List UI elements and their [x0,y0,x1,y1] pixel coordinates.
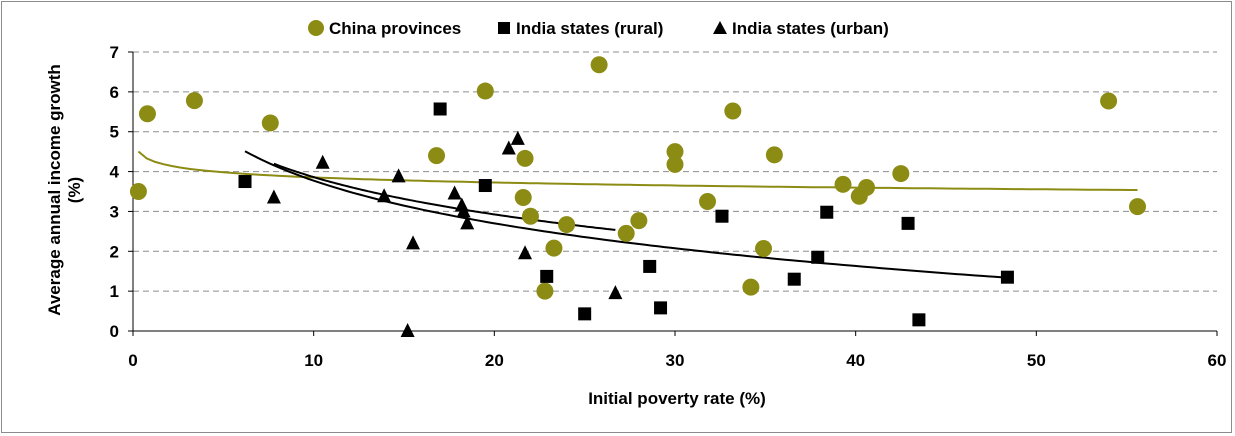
y-axis-title: Average annual income growth (%) [45,64,84,316]
point-series0-20 [755,239,773,257]
x-tick-label-60: 60 [1208,351,1227,370]
point-series2-9 [460,215,475,230]
y-tick-label-3: 3 [110,202,119,221]
point-series1-1 [433,102,447,116]
point-series0-19 [742,278,760,296]
axes [128,51,1218,336]
point-series1-7 [715,209,729,223]
point-series0-8 [521,207,539,225]
point-series1-6 [654,301,668,315]
legend: China provinces India states (rural) Ind… [308,19,889,38]
point-series0-7 [514,188,532,206]
y-axis-title-line-2: (%) [65,177,84,203]
legend-marker-china-provinces [308,20,324,36]
point-series2-3 [391,168,406,183]
x-tick-label-40: 40 [846,351,865,370]
point-series0-12 [590,56,608,74]
point-series0-27 [1129,198,1147,216]
point-series0-16 [666,155,684,173]
y-tick-label-6: 6 [110,83,119,102]
legend-label-india-rural: India states (rural) [516,19,663,38]
point-series2-0 [266,189,281,204]
point-series2-6 [447,185,462,200]
point-series2-8 [456,203,471,218]
point-series1-2 [478,179,492,193]
point-series0-17 [699,192,717,210]
x-tick-label-20: 20 [485,351,504,370]
point-series1-9 [811,250,825,264]
legend-label-china-provinces: China provinces [329,19,461,38]
point-series1-0 [238,175,252,189]
point-series2-2 [377,188,392,203]
trendline-1 [244,150,1008,279]
point-series0-2 [185,92,203,110]
y-tick-label-0: 0 [110,322,119,341]
y-axis-title-line-1: Average annual income growth [45,64,64,316]
point-series2-1 [315,154,330,169]
point-series0-4 [428,147,446,165]
point-series1-11 [901,216,915,230]
point-series0-3 [261,114,279,132]
point-series2-5 [406,235,421,250]
point-series0-21 [765,146,783,164]
x-tick-label-30: 30 [666,351,685,370]
point-series0-25 [892,165,910,183]
gridlines [133,51,1217,292]
point-series1-10 [820,205,834,219]
y-tick-label-1: 1 [110,282,119,301]
point-series1-12 [912,313,926,327]
point-series1-13 [1000,270,1014,284]
point-series0-26 [1100,92,1118,110]
point-series0-5 [476,82,494,100]
point-series2-10 [501,140,516,155]
y-tick-labels: 0 1 2 3 4 5 6 7 [110,43,120,341]
point-series1-3 [540,269,554,283]
point-series0-22 [834,175,852,193]
point-series0-10 [545,239,563,257]
point-series0-11 [536,282,554,300]
point-series1-8 [787,272,801,286]
point-series0-15 [666,143,684,161]
legend-marker-india-rural [498,22,510,34]
point-series2-12 [518,245,533,260]
point-series0-24 [858,179,876,197]
data-markers [129,56,1147,337]
point-series2-13 [608,285,623,300]
legend-label-india-urban: India states (urban) [732,19,889,38]
legend-marker-india-urban [713,21,727,34]
point-series1-5 [643,259,657,273]
point-series0-18 [724,102,742,120]
point-series0-14 [630,212,648,230]
point-series2-11 [510,130,525,145]
point-series0-6 [516,149,534,167]
y-tick-label-5: 5 [110,123,119,142]
y-tick-label-4: 4 [110,163,120,182]
y-tick-label-2: 2 [110,242,119,261]
point-series2-4 [400,323,415,337]
point-series0-1 [138,105,156,123]
point-series1-4 [578,307,592,321]
y-tick-label-7: 7 [110,43,119,62]
point-series0-9 [558,216,576,234]
x-tick-labels: 0 10 20 30 40 50 60 [128,351,1226,370]
x-tick-label-0: 0 [128,351,137,370]
point-series0-0 [129,183,147,200]
point-series0-13 [617,224,635,242]
x-tick-label-50: 50 [1027,351,1046,370]
x-tick-label-10: 10 [304,351,323,370]
x-axis-title: Initial poverty rate (%) [588,389,766,408]
